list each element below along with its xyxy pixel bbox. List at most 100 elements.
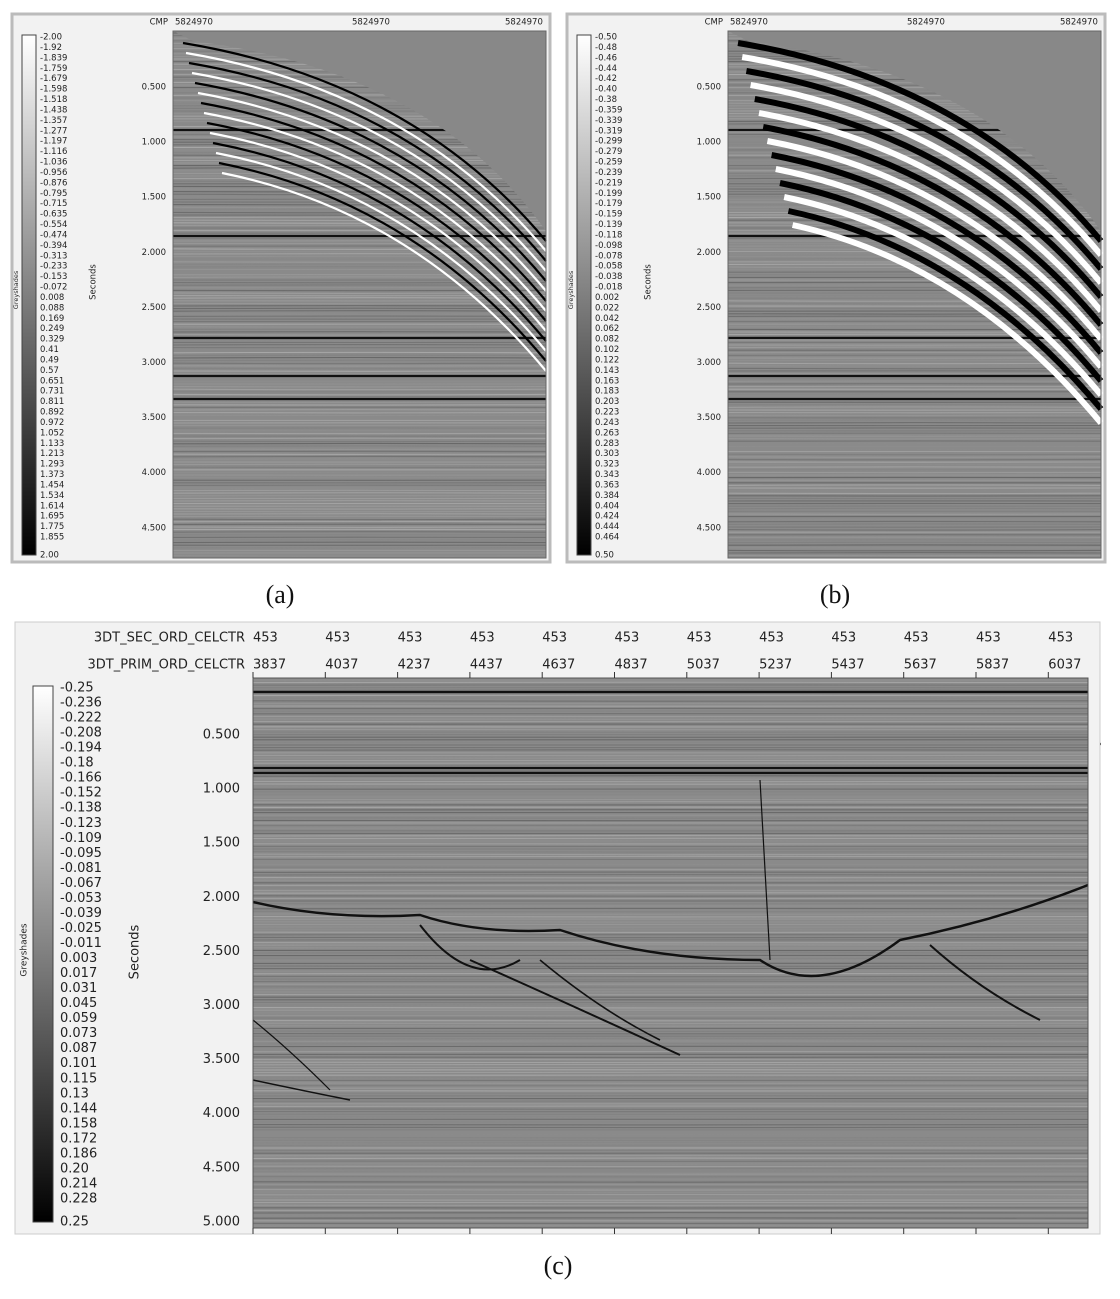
- cmp-label: CMP: [150, 18, 168, 28]
- header-tick-label: 453: [976, 631, 1001, 646]
- y-tick-label: 4.500: [142, 523, 166, 533]
- colorbar-label: -0.123: [60, 816, 102, 831]
- colorbar-label: -0.058: [595, 262, 622, 272]
- header-tick-label: 4837: [615, 658, 648, 673]
- colorbar-label: 0.228: [60, 1192, 97, 1207]
- colorbar-label: 0.25: [60, 1215, 89, 1230]
- colorbar: [577, 35, 591, 555]
- y-tick-label: 0.500: [142, 83, 166, 93]
- colorbar-label: -0.153: [40, 272, 67, 282]
- colorbar-label: 1.614: [40, 501, 64, 511]
- colorbar: [22, 35, 36, 555]
- colorbar-title: Greyshades: [12, 270, 20, 309]
- caption: (a): [266, 580, 295, 609]
- y-tick-label: 3.500: [697, 413, 721, 423]
- colorbar-label: -1.357: [40, 116, 67, 126]
- header-tick-label: 453: [325, 631, 350, 646]
- colorbar-label: -0.219: [595, 178, 622, 188]
- colorbar-label: 0.50: [595, 551, 614, 561]
- y-tick-label: 4.000: [203, 1106, 240, 1121]
- cmp-tick-label: 5824970: [352, 18, 390, 28]
- colorbar-label: 0.087: [60, 1041, 97, 1056]
- y-tick-label: 2.000: [203, 890, 240, 905]
- colorbar-label: -0.039: [60, 906, 102, 921]
- colorbar-label: 2.00: [40, 551, 59, 561]
- colorbar-label: -1.116: [40, 147, 67, 157]
- colorbar-label: -0.179: [595, 199, 622, 209]
- y-tick-label: 1.500: [142, 193, 166, 203]
- header-tick-label: 5237: [759, 658, 792, 673]
- colorbar-label: 0.329: [40, 335, 64, 345]
- y-tick-label: 3.000: [203, 998, 240, 1013]
- y-tick-label: 1.000: [142, 138, 166, 148]
- colorbar-label: 0.059: [60, 1011, 97, 1026]
- colorbar-label: 1.695: [40, 512, 64, 522]
- colorbar-label: -0.18: [60, 756, 94, 771]
- header-tick-label: 4237: [398, 658, 431, 673]
- y-tick-label: 3.500: [142, 413, 166, 423]
- colorbar-label: -0.259: [595, 158, 622, 168]
- y-tick-label: 4.000: [697, 468, 721, 478]
- colorbar-label: -0.139: [595, 220, 622, 230]
- colorbar-label: 1.534: [40, 491, 64, 501]
- header-tick-label: 5037: [687, 658, 720, 673]
- header-tick-label: 453: [615, 631, 640, 646]
- colorbar-label: -0.795: [40, 189, 67, 199]
- cmp-tick-label: 5824970: [730, 18, 768, 28]
- colorbar-label: 0.651: [40, 376, 64, 386]
- caption: (b): [820, 580, 850, 609]
- colorbar-label: -1.92: [40, 43, 62, 53]
- colorbar-label: -0.018: [595, 283, 622, 293]
- colorbar-label: 0.122: [595, 355, 619, 365]
- colorbar-label: -0.44: [595, 64, 617, 74]
- colorbar-label: 0.183: [595, 387, 619, 397]
- colorbar-label: 0.088: [40, 303, 64, 313]
- colorbar-label: 1.293: [40, 460, 64, 470]
- colorbar-label: 0.57: [40, 366, 59, 376]
- header-row-label: 3DT_PRIM_ORD_CELCTR: [87, 658, 245, 673]
- colorbar-label: 1.052: [40, 428, 64, 438]
- colorbar-label: -0.222: [60, 711, 102, 726]
- colorbar-label: 0.444: [595, 522, 619, 532]
- colorbar-label: 0.363: [595, 480, 619, 490]
- colorbar-label: -0.038: [595, 272, 622, 282]
- y-tick-label: 4.500: [203, 1160, 240, 1175]
- y-tick-label: 2.000: [142, 248, 166, 258]
- colorbar-label: -0.359: [595, 105, 622, 115]
- colorbar-label: -0.109: [60, 831, 102, 846]
- colorbar-label: -0.011: [60, 936, 102, 951]
- colorbar-label: -0.239: [595, 168, 622, 178]
- colorbar-label: -1.518: [40, 95, 67, 105]
- colorbar-label: -0.38: [595, 95, 617, 105]
- caption: (c): [544, 1251, 573, 1280]
- colorbar-label: -0.40: [595, 85, 617, 95]
- colorbar-label: -0.339: [595, 116, 622, 126]
- header-tick-label: 4037: [325, 658, 358, 673]
- y-tick-label: 2.500: [142, 303, 166, 313]
- colorbar-label: 0.158: [60, 1116, 97, 1131]
- colorbar-label: -0.078: [595, 251, 622, 261]
- header-tick-label: 5837: [976, 658, 1009, 673]
- colorbar-label: -0.081: [60, 861, 102, 876]
- y-tick-label: 1.000: [697, 138, 721, 148]
- colorbar-label: -0.095: [60, 846, 102, 861]
- colorbar-label: 0.223: [595, 408, 619, 418]
- colorbar-label: 1.454: [40, 480, 64, 490]
- colorbar-label: -0.319: [595, 126, 622, 136]
- colorbar-title: Greyshades: [567, 270, 575, 309]
- colorbar-label: 0.384: [595, 491, 619, 501]
- colorbar-label: 0.249: [40, 324, 64, 334]
- colorbar-label: -0.053: [60, 891, 102, 906]
- colorbar-label: -0.159: [595, 210, 622, 220]
- colorbar-label: 1.133: [40, 439, 64, 449]
- colorbar-label: -0.48: [595, 43, 617, 53]
- colorbar-label: 0.003: [60, 951, 97, 966]
- header-row-label: 3DT_SEC_ORD_CELCTR: [94, 631, 245, 646]
- y-tick-label: 1.500: [203, 836, 240, 851]
- y-tick-label: 2.500: [203, 944, 240, 959]
- colorbar-label: -0.42: [595, 74, 617, 84]
- header-tick-label: 453: [1048, 631, 1073, 646]
- header-tick-label: 4637: [542, 658, 575, 673]
- colorbar-label: 0.017: [60, 966, 97, 981]
